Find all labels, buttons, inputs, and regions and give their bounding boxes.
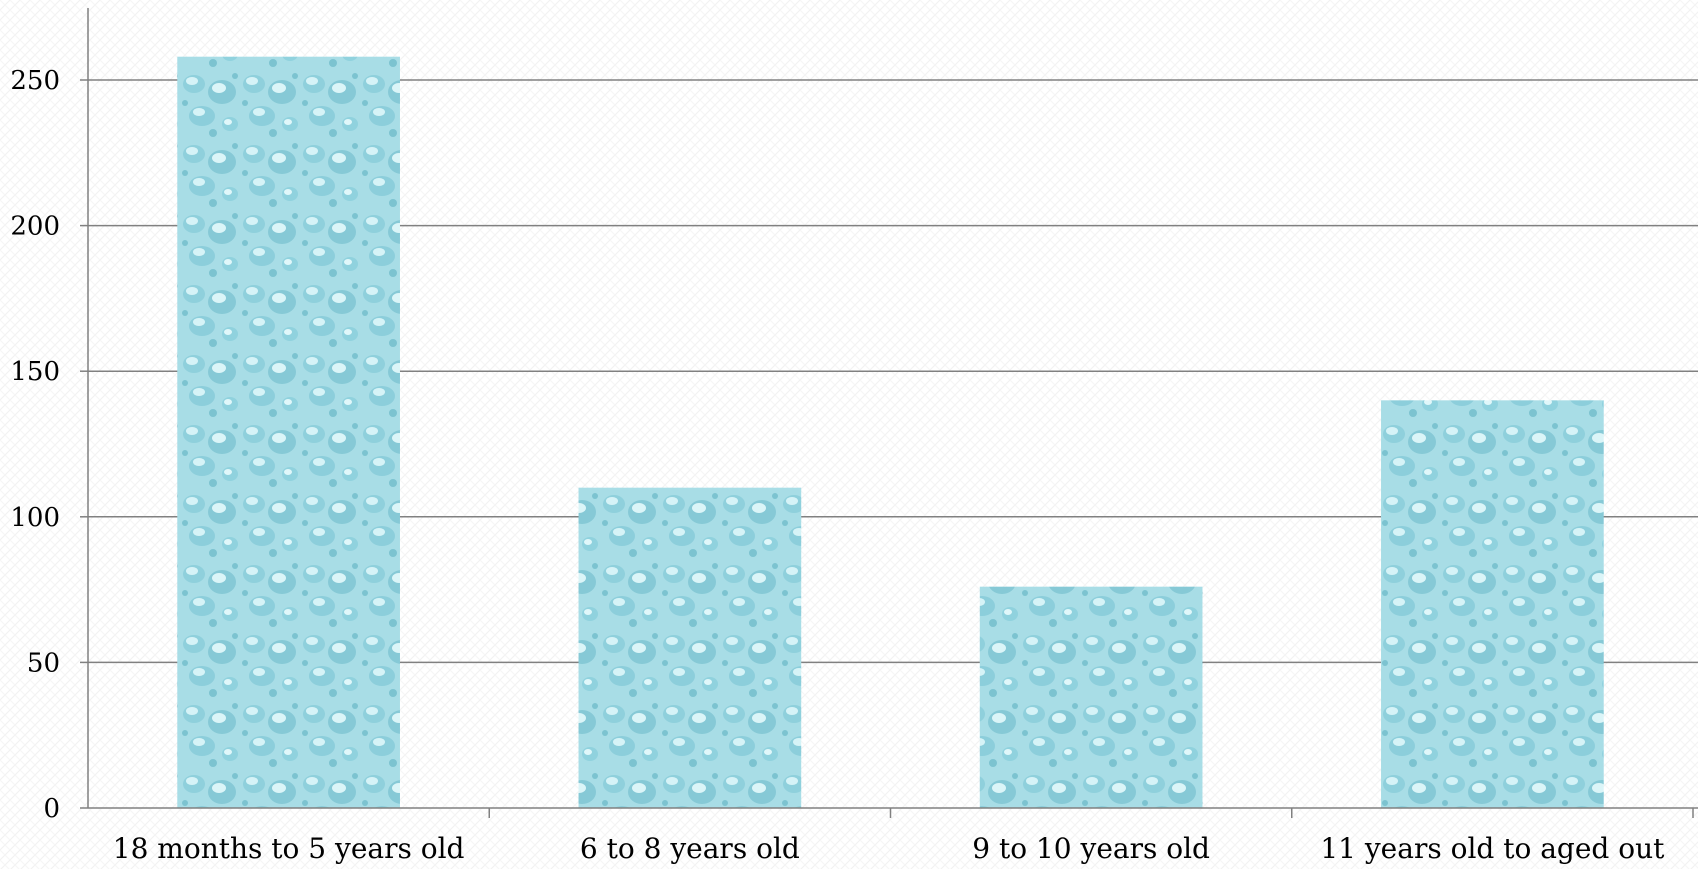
y-tick-label: 100 [10, 503, 60, 533]
labels: 0 50 100 150 200 250 18 months to 5 years old 6… [10, 66, 1665, 865]
bar [979, 586, 1203, 808]
y-tick-label: 150 [10, 357, 60, 387]
axes [80, 8, 1698, 818]
x-tick-label: 9 to 10 years old [972, 832, 1210, 865]
x-tick-label: 11 years old to aged out [1320, 832, 1665, 865]
x-tick-label: 6 to 8 years old [580, 832, 800, 865]
bar [177, 56, 400, 809]
y-tick-label: 50 [27, 648, 60, 678]
y-tick-label: 200 [10, 212, 60, 242]
y-tick-label: 250 [10, 66, 60, 96]
bars [177, 56, 1604, 809]
y-tick-label: 0 [43, 794, 60, 824]
bar [1381, 400, 1604, 808]
bar [578, 487, 802, 808]
x-tick-label: 18 months to 5 years old [113, 832, 465, 865]
